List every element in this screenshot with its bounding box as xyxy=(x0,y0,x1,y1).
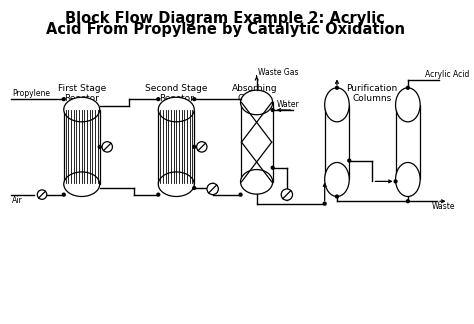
Text: Second Stage
Reactor: Second Stage Reactor xyxy=(145,84,208,103)
Ellipse shape xyxy=(240,90,273,115)
Text: Waste: Waste xyxy=(431,202,455,211)
Circle shape xyxy=(239,193,242,196)
Bar xyxy=(158,110,194,184)
Ellipse shape xyxy=(396,88,420,122)
Ellipse shape xyxy=(158,172,194,196)
Text: Acrylic Acid: Acrylic Acid xyxy=(425,70,469,79)
Text: Block Flow Diagram Example 2: Acrylic: Block Flow Diagram Example 2: Acrylic xyxy=(65,11,385,26)
Ellipse shape xyxy=(325,88,349,122)
Bar xyxy=(240,102,273,182)
Text: Waste Gas: Waste Gas xyxy=(258,68,299,77)
Circle shape xyxy=(207,183,219,195)
Circle shape xyxy=(197,142,207,152)
Bar xyxy=(396,105,420,179)
Circle shape xyxy=(63,98,65,100)
Circle shape xyxy=(157,193,160,196)
Circle shape xyxy=(336,87,338,89)
Circle shape xyxy=(37,190,47,199)
Circle shape xyxy=(394,180,397,183)
Text: Acid From Propylene by Catalytic Oxidation: Acid From Propylene by Catalytic Oxidati… xyxy=(46,22,405,37)
Bar xyxy=(64,110,100,184)
Circle shape xyxy=(193,187,196,190)
Ellipse shape xyxy=(240,169,273,194)
Circle shape xyxy=(323,202,326,205)
Circle shape xyxy=(98,145,101,148)
Circle shape xyxy=(406,87,409,89)
Text: First Stage
Reactor: First Stage Reactor xyxy=(58,84,106,103)
Text: Propylene: Propylene xyxy=(12,89,50,98)
Circle shape xyxy=(406,200,409,202)
Text: Water: Water xyxy=(276,100,299,109)
Bar xyxy=(325,105,349,179)
Circle shape xyxy=(193,98,196,100)
Ellipse shape xyxy=(64,97,100,122)
Circle shape xyxy=(157,98,160,100)
Ellipse shape xyxy=(64,172,100,196)
Ellipse shape xyxy=(325,162,349,196)
Circle shape xyxy=(63,193,65,196)
Circle shape xyxy=(271,109,274,111)
Circle shape xyxy=(271,166,274,169)
Ellipse shape xyxy=(396,162,420,196)
Circle shape xyxy=(281,189,292,200)
Circle shape xyxy=(336,195,338,198)
Circle shape xyxy=(348,159,351,162)
Ellipse shape xyxy=(158,97,194,122)
Circle shape xyxy=(193,145,196,148)
Text: Absorbing
Column: Absorbing Column xyxy=(232,84,278,103)
Text: Purification
Columns: Purification Columns xyxy=(346,84,398,103)
Circle shape xyxy=(102,142,112,152)
Text: Air: Air xyxy=(12,196,23,204)
